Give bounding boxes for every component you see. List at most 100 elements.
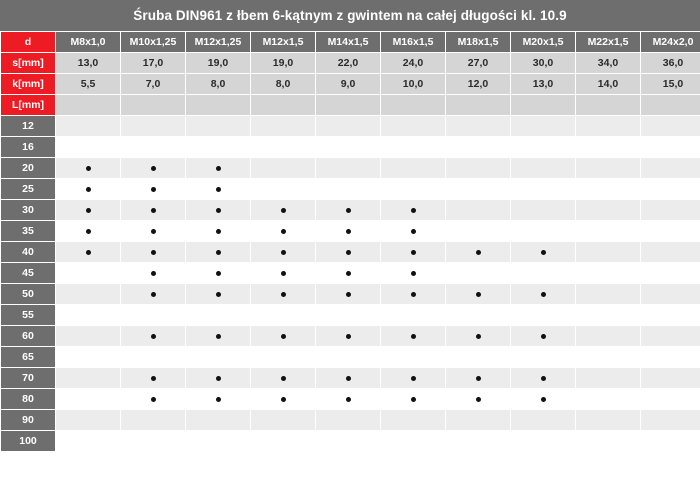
matrix-cell-55-1[interactable] <box>121 305 185 325</box>
matrix-cell-65-2[interactable] <box>186 347 250 367</box>
column-header-4[interactable]: M14x1,5 <box>316 32 380 52</box>
matrix-cell-90-6[interactable] <box>446 410 510 430</box>
matrix-cell-60-3[interactable] <box>251 326 315 346</box>
length-label-16[interactable]: 16 <box>1 137 55 157</box>
length-label-40[interactable]: 40 <box>1 242 55 262</box>
matrix-cell-45-1[interactable] <box>121 263 185 283</box>
column-header-8[interactable]: M22x1,5 <box>576 32 640 52</box>
matrix-cell-70-4[interactable] <box>316 368 380 388</box>
matrix-cell-40-7[interactable] <box>511 242 575 262</box>
length-label-55[interactable]: 55 <box>1 305 55 325</box>
matrix-cell-50-5[interactable] <box>381 284 445 304</box>
matrix-cell-60-5[interactable] <box>381 326 445 346</box>
matrix-cell-100-7[interactable] <box>511 431 575 451</box>
matrix-cell-12-6[interactable] <box>446 116 510 136</box>
matrix-cell-70-1[interactable] <box>121 368 185 388</box>
matrix-cell-65-9[interactable] <box>641 347 700 367</box>
matrix-cell-90-2[interactable] <box>186 410 250 430</box>
column-header-7[interactable]: M20x1,5 <box>511 32 575 52</box>
matrix-cell-20-8[interactable] <box>576 158 640 178</box>
matrix-cell-20-7[interactable] <box>511 158 575 178</box>
matrix-cell-90-0[interactable] <box>56 410 120 430</box>
matrix-cell-12-4[interactable] <box>316 116 380 136</box>
matrix-cell-20-3[interactable] <box>251 158 315 178</box>
matrix-cell-25-1[interactable] <box>121 179 185 199</box>
matrix-cell-16-1[interactable] <box>121 137 185 157</box>
matrix-cell-35-6[interactable] <box>446 221 510 241</box>
matrix-cell-35-4[interactable] <box>316 221 380 241</box>
matrix-cell-30-1[interactable] <box>121 200 185 220</box>
length-label-80[interactable]: 80 <box>1 389 55 409</box>
matrix-cell-80-8[interactable] <box>576 389 640 409</box>
matrix-cell-65-0[interactable] <box>56 347 120 367</box>
matrix-cell-80-4[interactable] <box>316 389 380 409</box>
column-header-6[interactable]: M18x1,5 <box>446 32 510 52</box>
matrix-cell-60-7[interactable] <box>511 326 575 346</box>
matrix-cell-20-6[interactable] <box>446 158 510 178</box>
matrix-cell-12-0[interactable] <box>56 116 120 136</box>
matrix-cell-16-5[interactable] <box>381 137 445 157</box>
matrix-cell-20-4[interactable] <box>316 158 380 178</box>
matrix-cell-70-7[interactable] <box>511 368 575 388</box>
length-label-100[interactable]: 100 <box>1 431 55 451</box>
length-label-30[interactable]: 30 <box>1 200 55 220</box>
matrix-cell-20-5[interactable] <box>381 158 445 178</box>
matrix-cell-40-3[interactable] <box>251 242 315 262</box>
length-label-45[interactable]: 45 <box>1 263 55 283</box>
column-header-3[interactable]: M12x1,5 <box>251 32 315 52</box>
matrix-cell-90-4[interactable] <box>316 410 380 430</box>
matrix-cell-16-6[interactable] <box>446 137 510 157</box>
matrix-cell-45-4[interactable] <box>316 263 380 283</box>
matrix-cell-20-2[interactable] <box>186 158 250 178</box>
matrix-cell-60-1[interactable] <box>121 326 185 346</box>
matrix-cell-55-9[interactable] <box>641 305 700 325</box>
matrix-cell-40-2[interactable] <box>186 242 250 262</box>
matrix-cell-80-9[interactable] <box>641 389 700 409</box>
matrix-cell-20-1[interactable] <box>121 158 185 178</box>
matrix-cell-55-5[interactable] <box>381 305 445 325</box>
matrix-cell-25-7[interactable] <box>511 179 575 199</box>
length-label-70[interactable]: 70 <box>1 368 55 388</box>
matrix-cell-100-3[interactable] <box>251 431 315 451</box>
matrix-cell-70-2[interactable] <box>186 368 250 388</box>
matrix-cell-25-6[interactable] <box>446 179 510 199</box>
matrix-cell-80-2[interactable] <box>186 389 250 409</box>
matrix-cell-100-5[interactable] <box>381 431 445 451</box>
matrix-cell-55-2[interactable] <box>186 305 250 325</box>
matrix-cell-100-2[interactable] <box>186 431 250 451</box>
matrix-cell-70-5[interactable] <box>381 368 445 388</box>
matrix-cell-60-6[interactable] <box>446 326 510 346</box>
matrix-cell-50-7[interactable] <box>511 284 575 304</box>
matrix-cell-12-2[interactable] <box>186 116 250 136</box>
matrix-cell-40-1[interactable] <box>121 242 185 262</box>
matrix-cell-55-7[interactable] <box>511 305 575 325</box>
matrix-cell-65-5[interactable] <box>381 347 445 367</box>
matrix-cell-70-0[interactable] <box>56 368 120 388</box>
matrix-cell-40-0[interactable] <box>56 242 120 262</box>
matrix-cell-25-0[interactable] <box>56 179 120 199</box>
matrix-cell-80-0[interactable] <box>56 389 120 409</box>
matrix-cell-45-6[interactable] <box>446 263 510 283</box>
matrix-cell-65-3[interactable] <box>251 347 315 367</box>
matrix-cell-30-0[interactable] <box>56 200 120 220</box>
matrix-cell-55-3[interactable] <box>251 305 315 325</box>
matrix-cell-25-9[interactable] <box>641 179 700 199</box>
matrix-cell-60-2[interactable] <box>186 326 250 346</box>
matrix-cell-45-9[interactable] <box>641 263 700 283</box>
matrix-cell-50-0[interactable] <box>56 284 120 304</box>
matrix-cell-50-8[interactable] <box>576 284 640 304</box>
matrix-cell-16-9[interactable] <box>641 137 700 157</box>
matrix-cell-16-4[interactable] <box>316 137 380 157</box>
length-label-65[interactable]: 65 <box>1 347 55 367</box>
matrix-cell-40-4[interactable] <box>316 242 380 262</box>
matrix-cell-12-1[interactable] <box>121 116 185 136</box>
matrix-cell-25-2[interactable] <box>186 179 250 199</box>
matrix-cell-16-3[interactable] <box>251 137 315 157</box>
matrix-cell-35-7[interactable] <box>511 221 575 241</box>
matrix-cell-12-3[interactable] <box>251 116 315 136</box>
matrix-cell-35-8[interactable] <box>576 221 640 241</box>
matrix-cell-40-9[interactable] <box>641 242 700 262</box>
length-label-90[interactable]: 90 <box>1 410 55 430</box>
matrix-cell-12-7[interactable] <box>511 116 575 136</box>
matrix-cell-35-5[interactable] <box>381 221 445 241</box>
